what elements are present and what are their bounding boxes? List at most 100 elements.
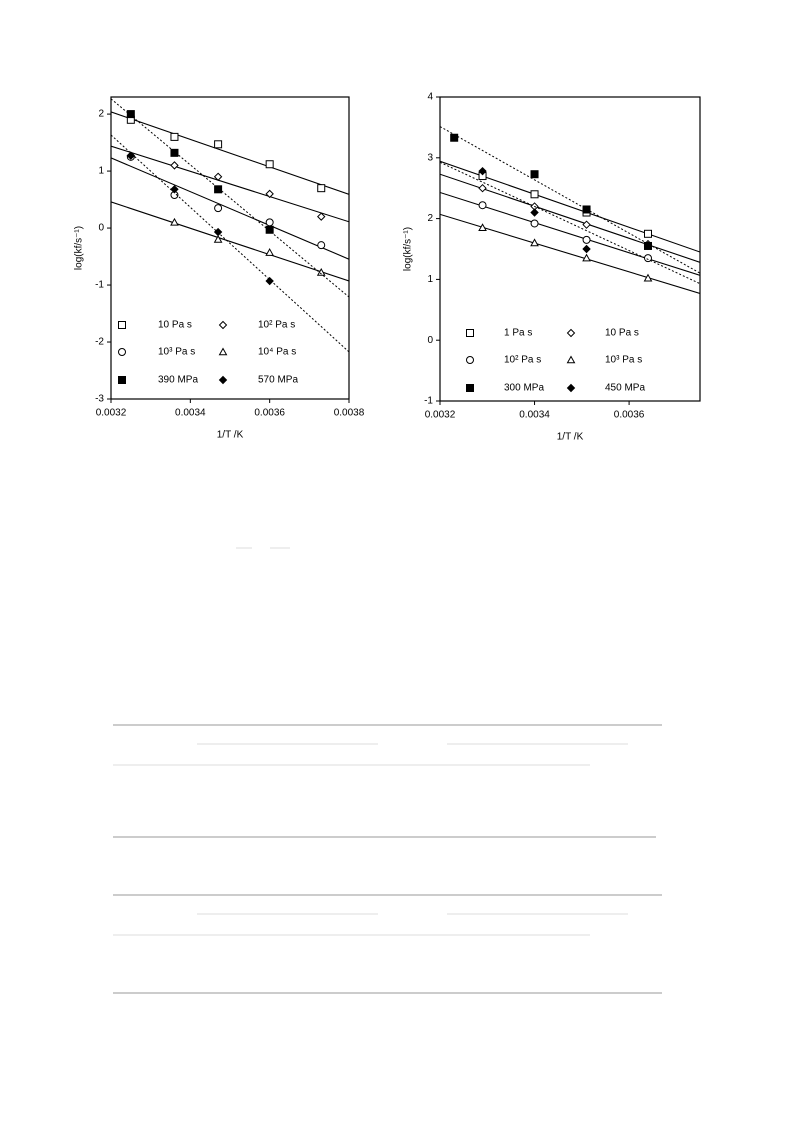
point xyxy=(643,241,653,251)
point xyxy=(530,238,539,247)
y-tick-label: 0 xyxy=(98,223,104,234)
legend-label: 10³ Pa s xyxy=(605,355,642,366)
x-tick-label: 0.0038 xyxy=(334,408,365,419)
legend-marker xyxy=(566,383,576,393)
point xyxy=(643,273,653,282)
plot-frame xyxy=(439,96,701,402)
legend-label: 10 Pa s xyxy=(158,320,192,331)
chart: -1 0 1 2 3 4 0.0032 0.0034 0.0036 1/T /K log(kf/s⁻… xyxy=(403,92,701,443)
legend-entry: 1 Pa s xyxy=(466,328,532,339)
point xyxy=(265,160,274,169)
point xyxy=(265,189,274,199)
legend-label: 10 Pa s xyxy=(605,328,639,339)
fit-line xyxy=(440,126,700,274)
point xyxy=(644,229,652,238)
legend-entry: 10³ Pa s xyxy=(566,355,642,366)
y-tick-label: -2 xyxy=(95,337,104,348)
legend-entry: 10³ Pa s xyxy=(118,347,195,358)
legend-entry: 570 MPa xyxy=(218,375,298,386)
legend-entry: 10⁴ Pa s xyxy=(218,347,296,358)
legend-marker xyxy=(218,375,228,385)
x-axis-label: 1/T /K xyxy=(557,432,584,443)
point xyxy=(317,184,326,193)
y-tick-label: 1 xyxy=(98,166,104,177)
point xyxy=(530,170,539,179)
point xyxy=(530,208,539,217)
point xyxy=(126,110,135,119)
point xyxy=(582,244,591,254)
legend-label: 570 MPa xyxy=(258,375,298,386)
y-tick-label: -1 xyxy=(95,280,104,291)
legend-label: 1 Pa s xyxy=(504,328,532,339)
point xyxy=(478,223,487,232)
plot-frame xyxy=(110,96,350,400)
point xyxy=(478,166,487,176)
legend-entry: 10 Pa s xyxy=(118,320,192,331)
point xyxy=(582,235,591,244)
legend-label: 300 MPa xyxy=(504,383,544,394)
legend-marker xyxy=(218,347,228,356)
point xyxy=(213,227,223,237)
point xyxy=(450,133,459,142)
legend-marker xyxy=(466,329,474,337)
point xyxy=(478,201,487,210)
plot-area xyxy=(111,98,349,353)
x-tick-label: 0.0034 xyxy=(175,408,206,419)
x-tick-label: 0.0032 xyxy=(425,410,456,421)
y-tick-label: -1 xyxy=(424,396,433,407)
legend-entry: 10 Pa s xyxy=(566,328,639,339)
y-tick-label: -3 xyxy=(95,394,104,405)
fit-line xyxy=(111,201,349,282)
point xyxy=(317,212,326,221)
legend-marker xyxy=(566,328,576,338)
fit-line xyxy=(111,134,349,353)
point xyxy=(530,190,539,199)
legend-entry: 10² Pa s xyxy=(466,355,541,366)
legend-marker xyxy=(566,355,576,364)
fit-line xyxy=(111,145,349,223)
point xyxy=(582,220,591,229)
point xyxy=(213,172,223,181)
legend-marker xyxy=(118,348,126,356)
point xyxy=(170,148,179,157)
fit-line xyxy=(111,111,349,195)
y-tick-label: 4 xyxy=(427,92,433,103)
legend-label: 10³ Pa s xyxy=(158,347,195,358)
legend-entry: 300 MPa xyxy=(466,383,544,394)
decor xyxy=(113,547,662,994)
y-axis-label: log(kf/s⁻¹) xyxy=(403,227,414,271)
fit-line xyxy=(440,173,700,263)
y-tick-label: 2 xyxy=(427,213,433,224)
y-tick-label: 2 xyxy=(98,109,104,120)
legend-label: 10⁴ Pa s xyxy=(258,347,296,358)
point xyxy=(170,185,179,194)
fit-line xyxy=(440,161,700,285)
point xyxy=(214,185,223,194)
point xyxy=(265,276,274,286)
legend-label: 390 MPa xyxy=(158,375,198,386)
x-tick-label: 0.0032 xyxy=(96,408,127,419)
fit-line xyxy=(111,157,349,260)
legend-label: 10² Pa s xyxy=(504,355,541,366)
point xyxy=(170,217,179,226)
y-tick-label: 3 xyxy=(427,152,433,163)
legend-marker xyxy=(466,384,474,392)
x-tick-label: 0.0034 xyxy=(519,410,550,421)
legend-entry: 450 MPa xyxy=(566,383,645,394)
plot-area xyxy=(440,126,700,294)
x-tick-label: 0.0036 xyxy=(614,410,645,421)
chart: -3 -2 -1 0 1 2 0.0032 0.0034 0.0036 0.0038 1/T /K l… xyxy=(74,96,365,441)
y-tick-label: 0 xyxy=(427,335,433,346)
legend-label: 10² Pa s xyxy=(258,320,295,331)
point xyxy=(265,248,275,256)
legend-marker xyxy=(218,320,228,330)
point xyxy=(126,151,136,160)
legend-label: 450 MPa xyxy=(605,383,645,394)
point xyxy=(170,161,179,170)
legend-marker xyxy=(118,376,126,384)
legend-marker xyxy=(466,356,474,364)
y-tick-label: 1 xyxy=(427,274,433,285)
point xyxy=(582,205,591,214)
point xyxy=(317,241,326,250)
